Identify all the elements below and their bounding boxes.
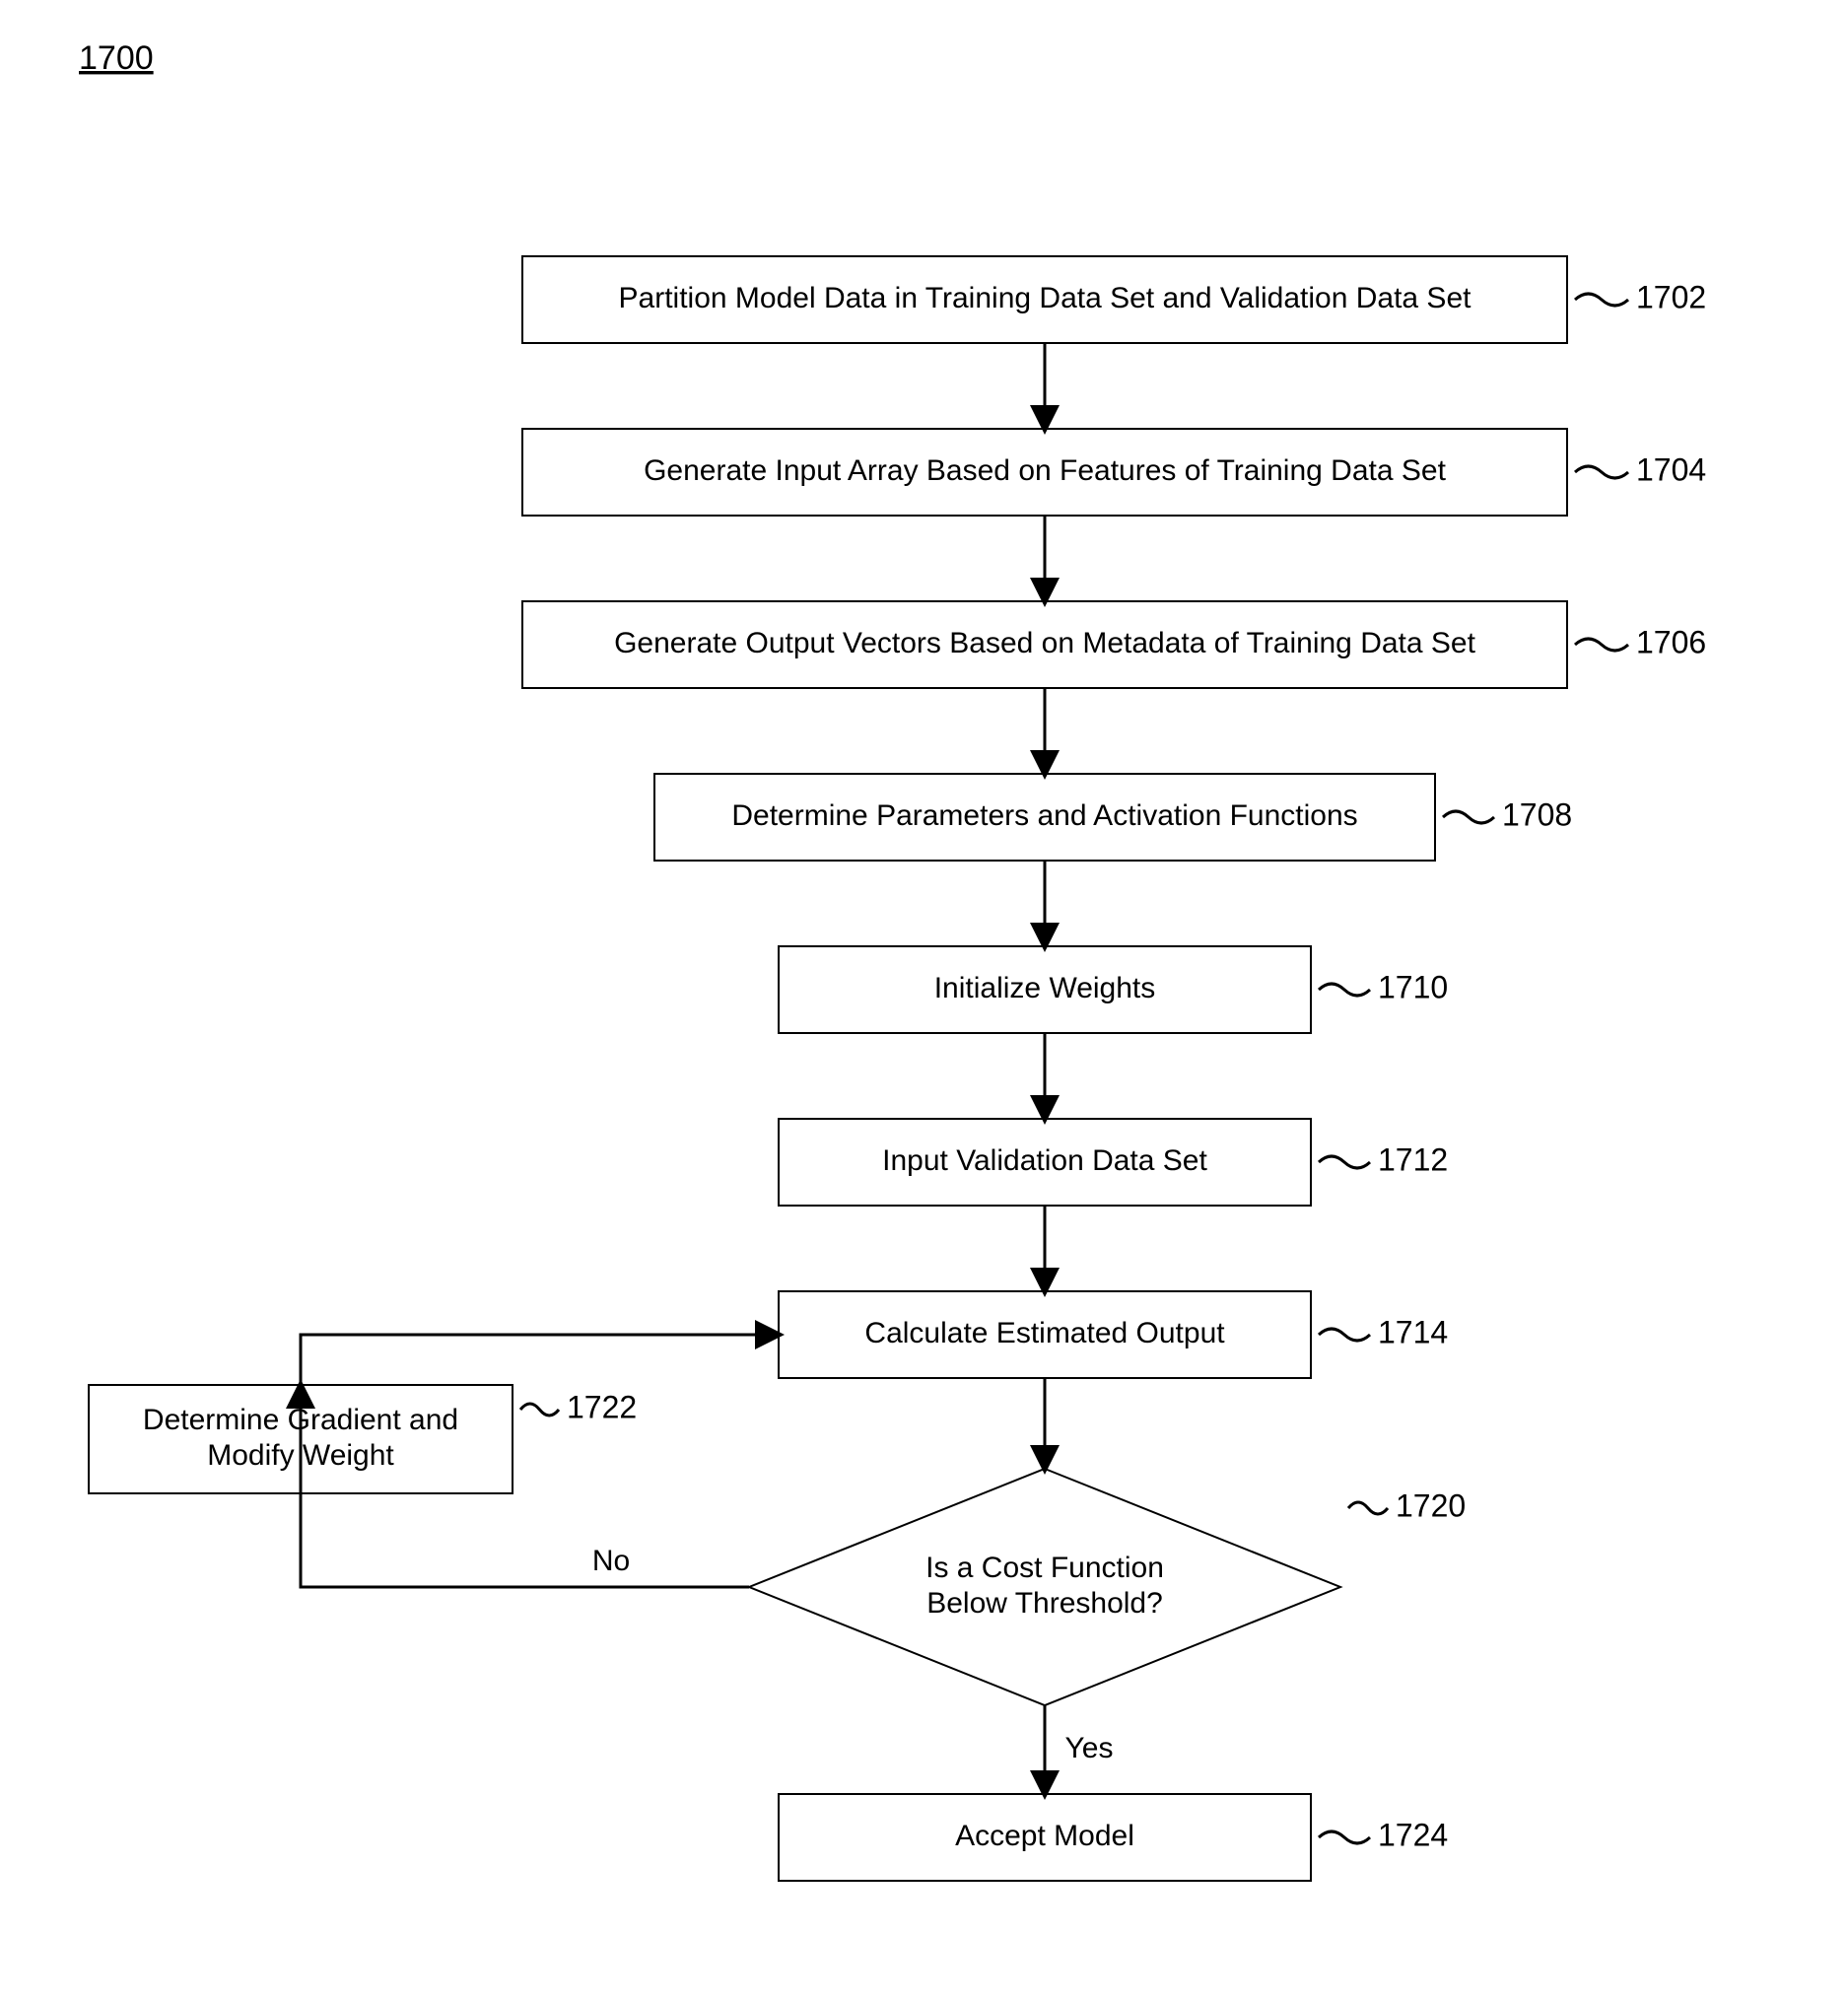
svg-text:Generate Output Vectors Based: Generate Output Vectors Based on Metadat… (614, 627, 1476, 659)
svg-text:Determine Parameters and Activ: Determine Parameters and Activation Func… (731, 799, 1357, 832)
svg-text:1706: 1706 (1636, 624, 1706, 659)
flow-node: Accept Model 1724 (779, 1794, 1448, 1881)
svg-text:Generate Input Array Based on: Generate Input Array Based on Features o… (644, 454, 1446, 487)
flow-edge (301, 1335, 779, 1385)
svg-text:Initialize Weights: Initialize Weights (934, 972, 1156, 1004)
svg-text:1708: 1708 (1502, 796, 1572, 832)
svg-text:1724: 1724 (1378, 1817, 1448, 1852)
svg-text:1722: 1722 (567, 1389, 637, 1424)
svg-text:Input Validation Data Set: Input Validation Data Set (882, 1144, 1207, 1177)
svg-text:Yes: Yes (1065, 1732, 1114, 1764)
svg-text:Calculate Estimated Output: Calculate Estimated Output (864, 1317, 1225, 1349)
flow-node: Calculate Estimated Output 1714 (779, 1291, 1448, 1378)
flow-node: Determine Parameters and Activation Func… (654, 774, 1572, 861)
flow-node: Input Validation Data Set 1712 (779, 1119, 1448, 1206)
flow-node: Generate Output Vectors Based on Metadat… (522, 601, 1706, 688)
svg-text:Below Threshold?: Below Threshold? (926, 1587, 1163, 1620)
flow-node: Generate Input Array Based on Features o… (522, 429, 1706, 516)
svg-text:1712: 1712 (1378, 1141, 1448, 1177)
flow-node: Is a Cost FunctionBelow Threshold? 1720 (749, 1469, 1466, 1705)
svg-text:1714: 1714 (1378, 1314, 1448, 1349)
svg-text:1702: 1702 (1636, 279, 1706, 314)
svg-text:No: No (592, 1545, 630, 1577)
flow-node: Determine Gradient andModify Weight1722 (89, 1385, 637, 1493)
svg-text:1700: 1700 (79, 39, 154, 77)
svg-text:Accept Model: Accept Model (955, 1820, 1134, 1852)
svg-text:1720: 1720 (1396, 1487, 1466, 1523)
flow-node: Initialize Weights 1710 (779, 946, 1448, 1033)
svg-text:1710: 1710 (1378, 969, 1448, 1004)
svg-text:Partition Model Data in Traini: Partition Model Data in Training Data Se… (619, 282, 1472, 314)
svg-text:1704: 1704 (1636, 451, 1706, 487)
flow-node: Partition Model Data in Training Data Se… (522, 256, 1706, 343)
svg-text:Is a Cost Function: Is a Cost Function (925, 1552, 1164, 1584)
